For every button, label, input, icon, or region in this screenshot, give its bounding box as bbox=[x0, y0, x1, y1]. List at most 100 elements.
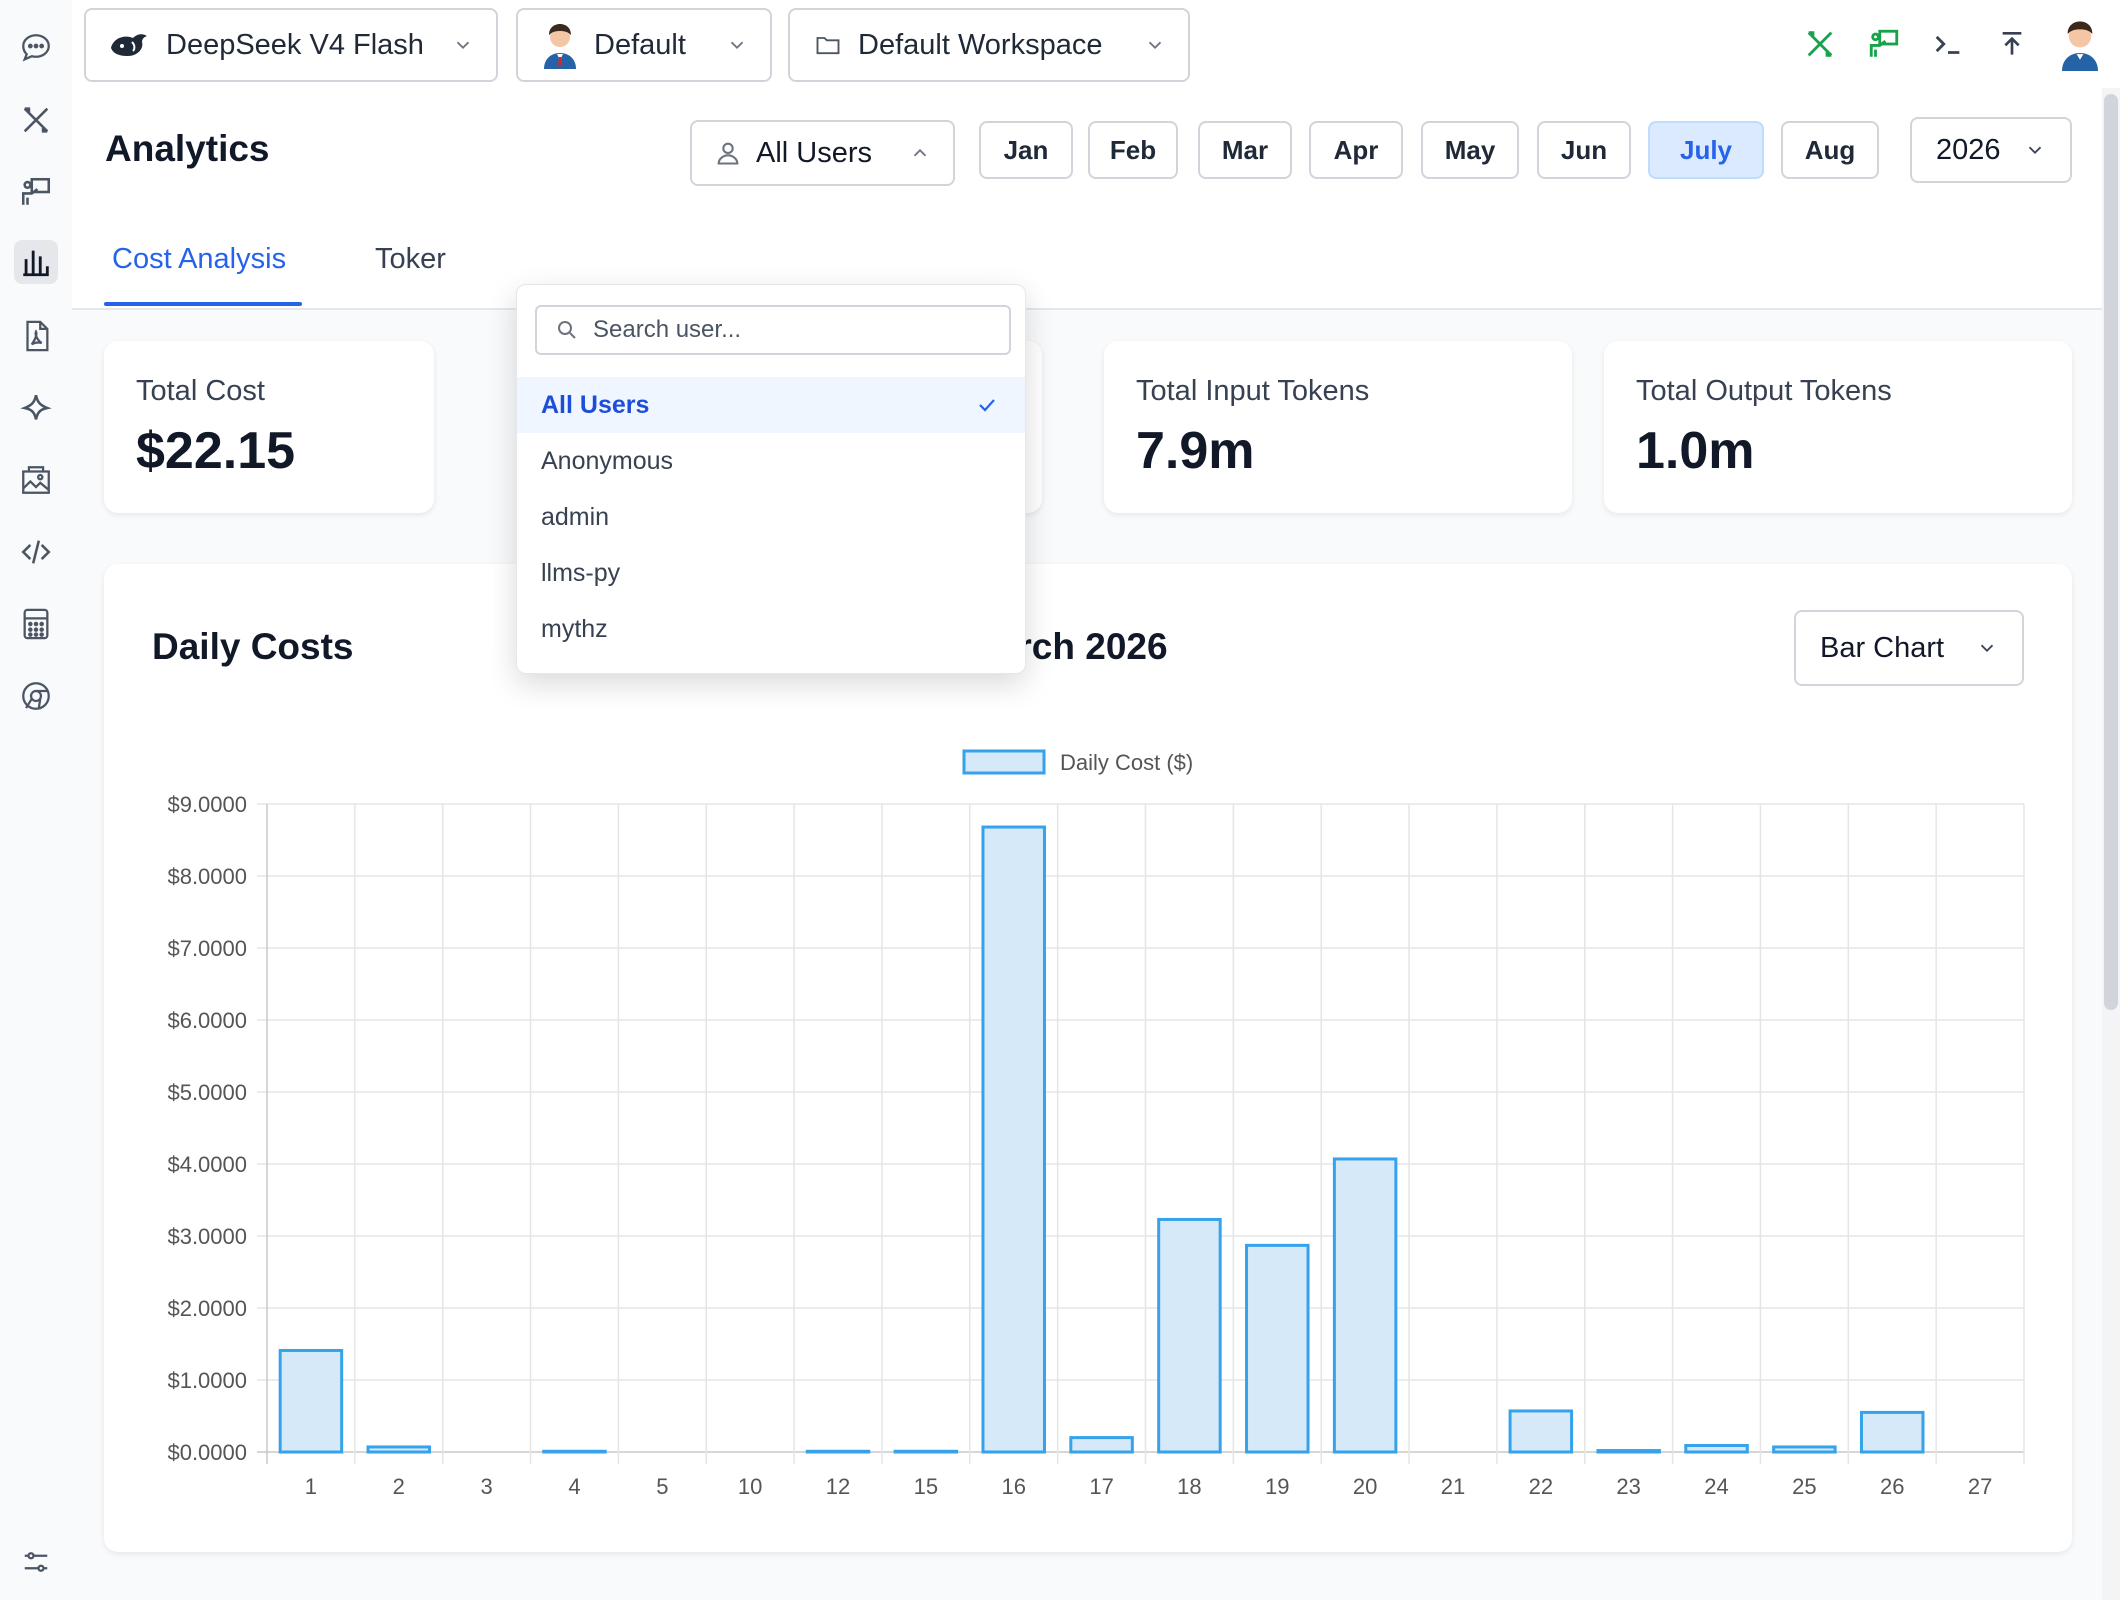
search-icon bbox=[555, 318, 579, 342]
code-icon[interactable] bbox=[14, 530, 58, 574]
workspace-selector[interactable]: Default Workspace bbox=[788, 8, 1190, 82]
user-icon bbox=[714, 139, 742, 167]
y-tick-label: $9.0000 bbox=[167, 792, 247, 817]
user-option-admin[interactable]: admin bbox=[517, 489, 1025, 545]
tab-cost-analysis[interactable]: Cost Analysis bbox=[112, 243, 287, 275]
chart-type-label: Bar Chart bbox=[1820, 631, 1945, 664]
year-selector[interactable]: 2026 bbox=[1910, 117, 2072, 183]
total-output-tokens-card: Total Output Tokens 1.0m bbox=[1604, 341, 2072, 513]
month-button-jun[interactable]: Jun bbox=[1537, 121, 1631, 179]
month-button-july[interactable]: July bbox=[1648, 121, 1764, 179]
sidebar bbox=[0, 0, 72, 1600]
x-tick-label: 24 bbox=[1704, 1474, 1728, 1499]
month-button-apr[interactable]: Apr bbox=[1309, 121, 1403, 179]
x-tick-label: 17 bbox=[1089, 1474, 1113, 1499]
user-search-input[interactable] bbox=[593, 316, 993, 344]
image-gallery-icon[interactable] bbox=[14, 458, 58, 502]
bar-day-19 bbox=[1245, 1243, 1310, 1454]
x-tick-label: 15 bbox=[914, 1474, 938, 1499]
bar-day-12 bbox=[805, 1449, 871, 1454]
workspace-name: Default Workspace bbox=[858, 28, 1103, 61]
settings-sliders-icon[interactable] bbox=[14, 1540, 58, 1584]
x-tick-label: 4 bbox=[568, 1474, 580, 1499]
total-output-tokens-value: 1.0m bbox=[1636, 422, 1755, 480]
browser-icon[interactable] bbox=[14, 674, 58, 718]
sparkle-icon[interactable] bbox=[14, 386, 58, 430]
month-button-may[interactable]: May bbox=[1421, 121, 1519, 179]
presenter-icon[interactable] bbox=[14, 170, 58, 214]
x-tick-label: 21 bbox=[1441, 1474, 1465, 1499]
persona-avatar-icon bbox=[540, 21, 580, 69]
bar-day-15 bbox=[893, 1449, 959, 1454]
deepseek-whale-icon bbox=[108, 28, 150, 62]
user-option-mythz[interactable]: mythz bbox=[517, 601, 1025, 657]
chart-type-selector[interactable]: Bar Chart bbox=[1794, 610, 2024, 686]
upload-icon[interactable] bbox=[1988, 20, 2036, 68]
calculator-icon[interactable] bbox=[14, 602, 58, 646]
bar-day-4 bbox=[542, 1449, 607, 1454]
model-selector[interactable]: DeepSeek V4 Flash bbox=[84, 8, 498, 82]
total-cost-value: $22.15 bbox=[136, 422, 296, 480]
x-tick-label: 26 bbox=[1880, 1474, 1904, 1499]
y-tick-label: $4.0000 bbox=[167, 1152, 247, 1177]
total-input-tokens-label: Total Input Tokens bbox=[1136, 375, 1370, 407]
month-button-mar[interactable]: Mar bbox=[1198, 121, 1292, 179]
x-tick-label: 12 bbox=[826, 1474, 850, 1499]
y-tick-label: $8.0000 bbox=[167, 864, 247, 889]
main-content: Analytics All Users Jan Feb Mar Apr May … bbox=[72, 88, 2102, 1600]
analytics-icon[interactable] bbox=[14, 240, 58, 284]
tab-active-indicator bbox=[104, 302, 302, 306]
user-avatar[interactable] bbox=[2052, 16, 2108, 72]
user-option-label: llms-py bbox=[541, 558, 621, 587]
persona-name: Default bbox=[594, 28, 686, 61]
user-filter-button[interactable]: All Users bbox=[690, 120, 955, 186]
tools-active-icon[interactable] bbox=[1796, 20, 1844, 68]
chat-icon[interactable] bbox=[14, 26, 58, 70]
user-option-label: Anonymous bbox=[541, 446, 674, 475]
year-value: 2026 bbox=[1936, 133, 2001, 166]
check-icon bbox=[975, 393, 999, 417]
daily-costs-chart: $0.0000 $1.0000 $2.0000 $3.0000 $4.0000 $5.00… bbox=[167, 749, 2025, 1499]
month-button-aug[interactable]: Aug bbox=[1781, 121, 1879, 179]
user-search-box[interactable] bbox=[535, 305, 1011, 355]
user-option-llms-py[interactable]: llms-py bbox=[517, 545, 1025, 601]
user-filter-label: All Users bbox=[756, 136, 873, 169]
scrollbar-thumb[interactable] bbox=[2104, 94, 2118, 1010]
y-tick-label: $5.0000 bbox=[167, 1080, 247, 1105]
x-tick-label: 10 bbox=[738, 1474, 762, 1499]
pdf-icon[interactable] bbox=[14, 314, 58, 358]
x-tick-label: 5 bbox=[656, 1474, 668, 1499]
chevron-down-icon bbox=[452, 34, 474, 56]
y-tick-label: $0.0000 bbox=[167, 1440, 247, 1465]
bar-day-24 bbox=[1684, 1444, 1749, 1454]
total-output-tokens-label: Total Output Tokens bbox=[1636, 375, 1892, 407]
user-option-all-users[interactable]: All Users bbox=[517, 377, 1025, 433]
x-tick-label: 2 bbox=[393, 1474, 405, 1499]
terminal-icon[interactable] bbox=[1924, 20, 1972, 68]
chevron-down-icon bbox=[2024, 139, 2046, 161]
legend-label: Daily Cost ($) bbox=[1060, 750, 1193, 775]
user-option-anonymous[interactable]: Anonymous bbox=[517, 433, 1025, 489]
bar-day-26 bbox=[1859, 1410, 1925, 1454]
tab-tokens[interactable]: Toker bbox=[375, 243, 446, 275]
persona-selector[interactable]: Default bbox=[516, 8, 772, 82]
x-tick-label: 16 bbox=[1001, 1474, 1025, 1499]
total-input-tokens-card: Total Input Tokens 7.9m bbox=[1104, 341, 1572, 513]
x-tick-label: 20 bbox=[1353, 1474, 1377, 1499]
x-tick-label: 18 bbox=[1177, 1474, 1201, 1499]
bar-day-25 bbox=[1772, 1445, 1837, 1454]
user-option-label: admin bbox=[541, 502, 610, 531]
bar-day-2 bbox=[366, 1445, 432, 1454]
tools-icon[interactable] bbox=[14, 98, 58, 142]
chevron-down-icon bbox=[1144, 34, 1166, 56]
page-title: Analytics bbox=[105, 128, 270, 169]
total-cost-label: Total Cost bbox=[136, 375, 265, 407]
presenter-active-icon[interactable] bbox=[1860, 20, 1908, 68]
bar-day-20 bbox=[1332, 1157, 1398, 1454]
daily-costs-panel: $0.0000 $1.0000 $2.0000 $3.0000 $4.0000 $5.00… bbox=[104, 564, 2072, 1552]
month-button-feb[interactable]: Feb bbox=[1088, 121, 1178, 179]
y-tick-label: $7.0000 bbox=[167, 936, 247, 961]
bar-day-1 bbox=[278, 1348, 344, 1454]
month-button-jan[interactable]: Jan bbox=[979, 121, 1073, 179]
chevron-down-icon bbox=[1976, 637, 1998, 659]
